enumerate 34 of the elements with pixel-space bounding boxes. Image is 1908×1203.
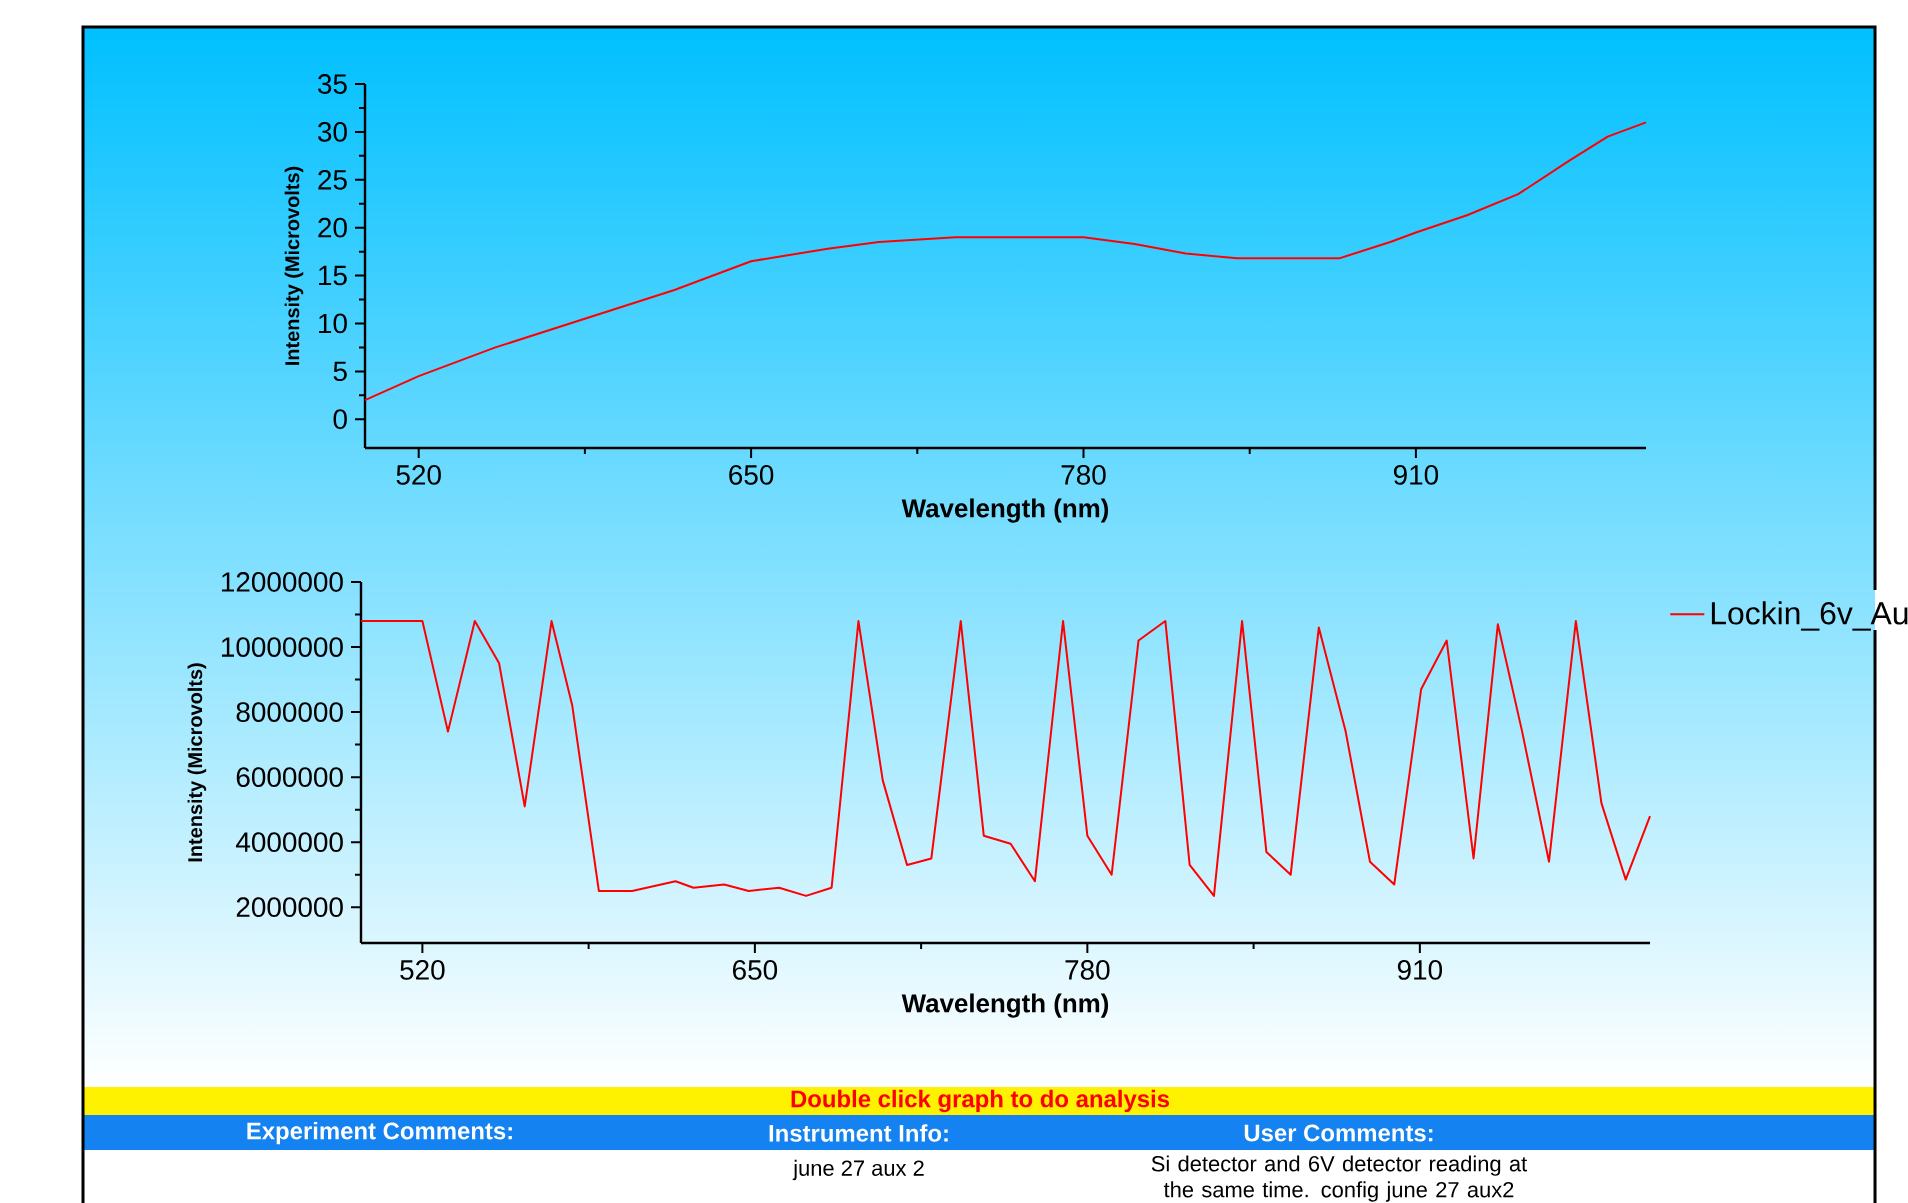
y-axis-title: Intensity (Microvolts) — [284, 166, 304, 365]
x-tick-label: 910 — [1393, 465, 1439, 485]
x-tick-label: 780 — [1061, 465, 1106, 485]
text: Si detector and 6V detector reading at the same time. config june 27 aux2 — [1151, 1155, 1528, 1202]
text: Double click graph to do analysis — [791, 1089, 1170, 1113]
y-tick-label: 15 — [319, 265, 347, 286]
y-tick-label: 5 — [333, 361, 347, 382]
line-series — [360, 620, 1652, 897]
legend-label: Lockin_6v_Au — [1711, 601, 1908, 631]
x-tick-label: 910 — [1397, 960, 1443, 980]
y-tick-label: 6000000 — [236, 767, 343, 788]
y-tick-label: 25 — [318, 169, 347, 190]
y-tick-label: 35 — [318, 74, 347, 94]
text: june 27 aux 2 — [792, 1159, 924, 1181]
y-tick-label: 4000000 — [235, 832, 343, 853]
x-axis-title: Wavelength (nm) — [901, 498, 1109, 523]
y-tick-label: 2000000 — [236, 897, 343, 918]
x-tick-label: 520 — [396, 465, 441, 485]
y-tick-label: 0 — [333, 409, 347, 430]
y-tick-label: 20 — [318, 217, 347, 238]
x-tick-label: 650 — [729, 465, 774, 485]
x-tick-label: 780 — [1065, 960, 1110, 980]
text: Instrument Info: — [769, 1124, 948, 1142]
x-axis-title: Wavelength (nm) — [901, 993, 1109, 1018]
y-tick-label: 12000000 — [221, 572, 343, 592]
y-axis-title: Intensity (Microvolts) — [187, 663, 207, 862]
x-tick-label: 520 — [400, 960, 445, 980]
y-tick-label: 30 — [318, 122, 347, 142]
y-tick-label: 10 — [319, 313, 347, 334]
y-tick-label: 8000000 — [236, 702, 343, 722]
text: User Comments: — [1244, 1124, 1433, 1142]
text: Experiment Comments: — [247, 1121, 512, 1145]
x-tick-label: 650 — [733, 960, 778, 980]
y-tick-label: 10000000 — [221, 637, 343, 657]
